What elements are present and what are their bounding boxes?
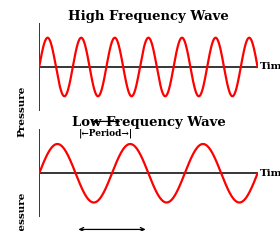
Title: Low Frequency Wave: Low Frequency Wave: [71, 116, 225, 129]
Text: Time: Time: [260, 169, 280, 178]
Text: |←Period→|: |←Period→|: [79, 128, 134, 138]
Title: High Frequency Wave: High Frequency Wave: [68, 10, 229, 23]
Text: Pressure: Pressure: [17, 191, 26, 231]
Text: Pressure: Pressure: [17, 85, 26, 137]
Text: Time: Time: [260, 63, 280, 71]
